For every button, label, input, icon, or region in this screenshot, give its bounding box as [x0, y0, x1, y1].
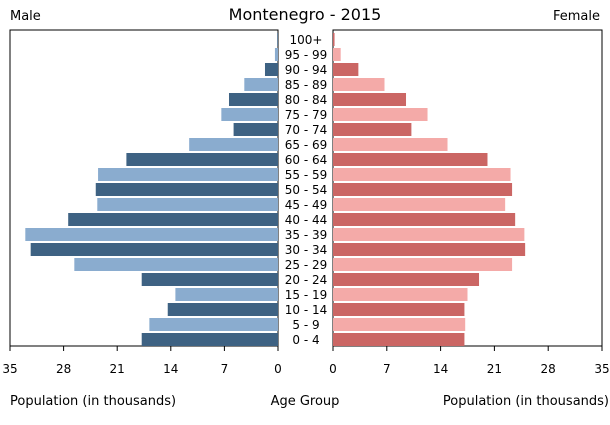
female-bar	[333, 198, 506, 211]
male-tick-label: 28	[56, 362, 71, 376]
age-group-label: 90 - 94	[285, 63, 328, 77]
age-group-label: 10 - 14	[285, 303, 328, 317]
male-bars	[25, 33, 279, 346]
age-group-label: 85 - 89	[285, 78, 328, 92]
male-tick-label: 14	[163, 362, 178, 376]
age-group-label: 35 - 39	[285, 228, 328, 242]
male-bar	[277, 33, 278, 46]
age-group-label: 70 - 74	[285, 123, 328, 137]
age-group-label: 75 - 79	[285, 108, 328, 122]
male-bar	[274, 48, 278, 61]
x-axis-label-right: Population (in thousands)	[443, 394, 609, 409]
male-bar	[68, 213, 279, 226]
age-group-label: 95 - 99	[285, 48, 328, 62]
male-bar	[221, 108, 278, 121]
female-bar	[333, 333, 465, 346]
male-tick-label: 0	[274, 362, 282, 376]
x-axis-ticks: 35 35 28 28 21 21 14 14 7 7 0 0	[2, 346, 610, 376]
female-bar	[333, 258, 513, 271]
male-bar	[126, 153, 278, 166]
male-bar	[175, 288, 278, 301]
male-bar	[95, 183, 278, 196]
female-bar	[333, 273, 480, 286]
male-bar	[74, 258, 278, 271]
age-group-label: 100+	[290, 33, 323, 47]
male-bar	[264, 63, 278, 76]
age-group-label: 45 - 49	[285, 198, 328, 212]
female-tick-label: 35	[594, 362, 609, 376]
age-group-label: 60 - 64	[285, 153, 328, 167]
age-group-label: 15 - 19	[285, 288, 328, 302]
x-axis-label-left: Population (in thousands)	[10, 394, 176, 409]
female-tick-label: 14	[433, 362, 448, 376]
male-bar	[98, 168, 278, 181]
age-group-label: 40 - 44	[285, 213, 328, 227]
female-bar	[333, 123, 412, 136]
age-group-label: 25 - 29	[285, 258, 328, 272]
female-bar	[333, 183, 513, 196]
male-bar	[244, 78, 278, 91]
age-group-label: 0 - 4	[292, 333, 319, 347]
female-label: Female	[553, 9, 600, 24]
male-tick-label: 35	[2, 362, 17, 376]
male-bar	[167, 303, 278, 316]
age-group-label: 5 - 9	[292, 318, 319, 332]
male-bar	[30, 243, 278, 256]
female-bar	[333, 93, 407, 106]
age-group-label: 50 - 54	[285, 183, 328, 197]
female-bar	[333, 138, 448, 151]
female-bar	[333, 213, 516, 226]
female-tick-label: 21	[487, 362, 502, 376]
male-bar	[228, 93, 278, 106]
male-bar	[233, 123, 278, 136]
male-bar	[141, 333, 278, 346]
age-group-label: 20 - 24	[285, 273, 328, 287]
male-bar	[97, 198, 278, 211]
male-tick-label: 7	[221, 362, 229, 376]
age-group-label: 30 - 34	[285, 243, 328, 257]
female-bar	[333, 243, 526, 256]
age-group-label: 55 - 59	[285, 168, 328, 182]
male-bar	[141, 273, 278, 286]
chart-title: Montenegro - 2015	[229, 5, 382, 24]
female-tick-label: 28	[541, 362, 556, 376]
female-bars	[333, 33, 526, 346]
female-tick-label: 0	[329, 362, 337, 376]
male-bar	[189, 138, 278, 151]
female-bar	[333, 288, 468, 301]
female-bar	[333, 48, 341, 61]
female-bar	[333, 78, 385, 91]
female-bar	[333, 33, 335, 46]
x-axis-label-center: Age Group	[271, 394, 340, 409]
age-group-label: 80 - 84	[285, 93, 328, 107]
female-tick-label: 7	[383, 362, 391, 376]
male-bar	[25, 228, 278, 241]
male-bar	[149, 318, 278, 331]
female-bar	[333, 63, 359, 76]
male-label: Male	[10, 9, 41, 24]
male-tick-label: 21	[110, 362, 125, 376]
female-bar	[333, 108, 428, 121]
female-bar	[333, 168, 511, 181]
female-bar	[333, 303, 465, 316]
female-bar	[333, 318, 466, 331]
age-group-label: 65 - 69	[285, 138, 328, 152]
female-bar	[333, 153, 488, 166]
female-bar	[333, 228, 525, 241]
